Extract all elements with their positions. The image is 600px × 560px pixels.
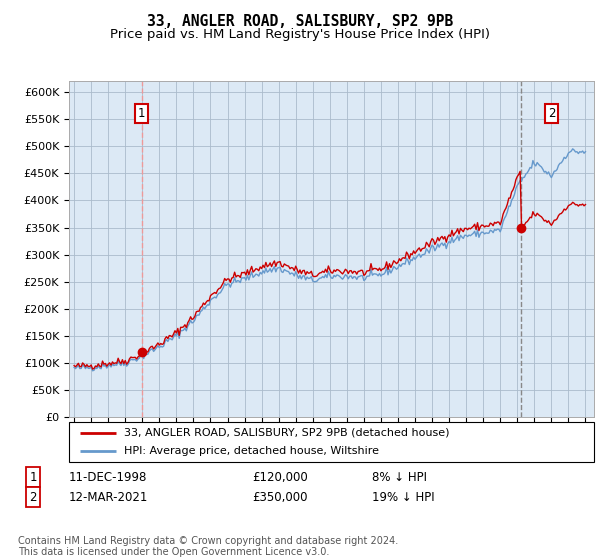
Text: 2: 2 <box>548 107 555 120</box>
Text: Contains HM Land Registry data © Crown copyright and database right 2024.
This d: Contains HM Land Registry data © Crown c… <box>18 535 398 557</box>
Text: 12-MAR-2021: 12-MAR-2021 <box>69 491 148 504</box>
Text: £350,000: £350,000 <box>252 491 308 504</box>
Text: Price paid vs. HM Land Registry's House Price Index (HPI): Price paid vs. HM Land Registry's House … <box>110 28 490 41</box>
Text: HPI: Average price, detached house, Wiltshire: HPI: Average price, detached house, Wilt… <box>124 446 379 456</box>
Text: 11-DEC-1998: 11-DEC-1998 <box>69 470 148 484</box>
Text: 33, ANGLER ROAD, SALISBURY, SP2 9PB (detached house): 33, ANGLER ROAD, SALISBURY, SP2 9PB (det… <box>124 428 449 437</box>
Text: 1: 1 <box>138 107 145 120</box>
Text: £120,000: £120,000 <box>252 470 308 484</box>
Text: 2: 2 <box>29 491 37 504</box>
Text: 19% ↓ HPI: 19% ↓ HPI <box>372 491 434 504</box>
Text: 1: 1 <box>29 470 37 484</box>
Text: 33, ANGLER ROAD, SALISBURY, SP2 9PB: 33, ANGLER ROAD, SALISBURY, SP2 9PB <box>147 14 453 29</box>
FancyBboxPatch shape <box>69 422 594 462</box>
Text: 8% ↓ HPI: 8% ↓ HPI <box>372 470 427 484</box>
